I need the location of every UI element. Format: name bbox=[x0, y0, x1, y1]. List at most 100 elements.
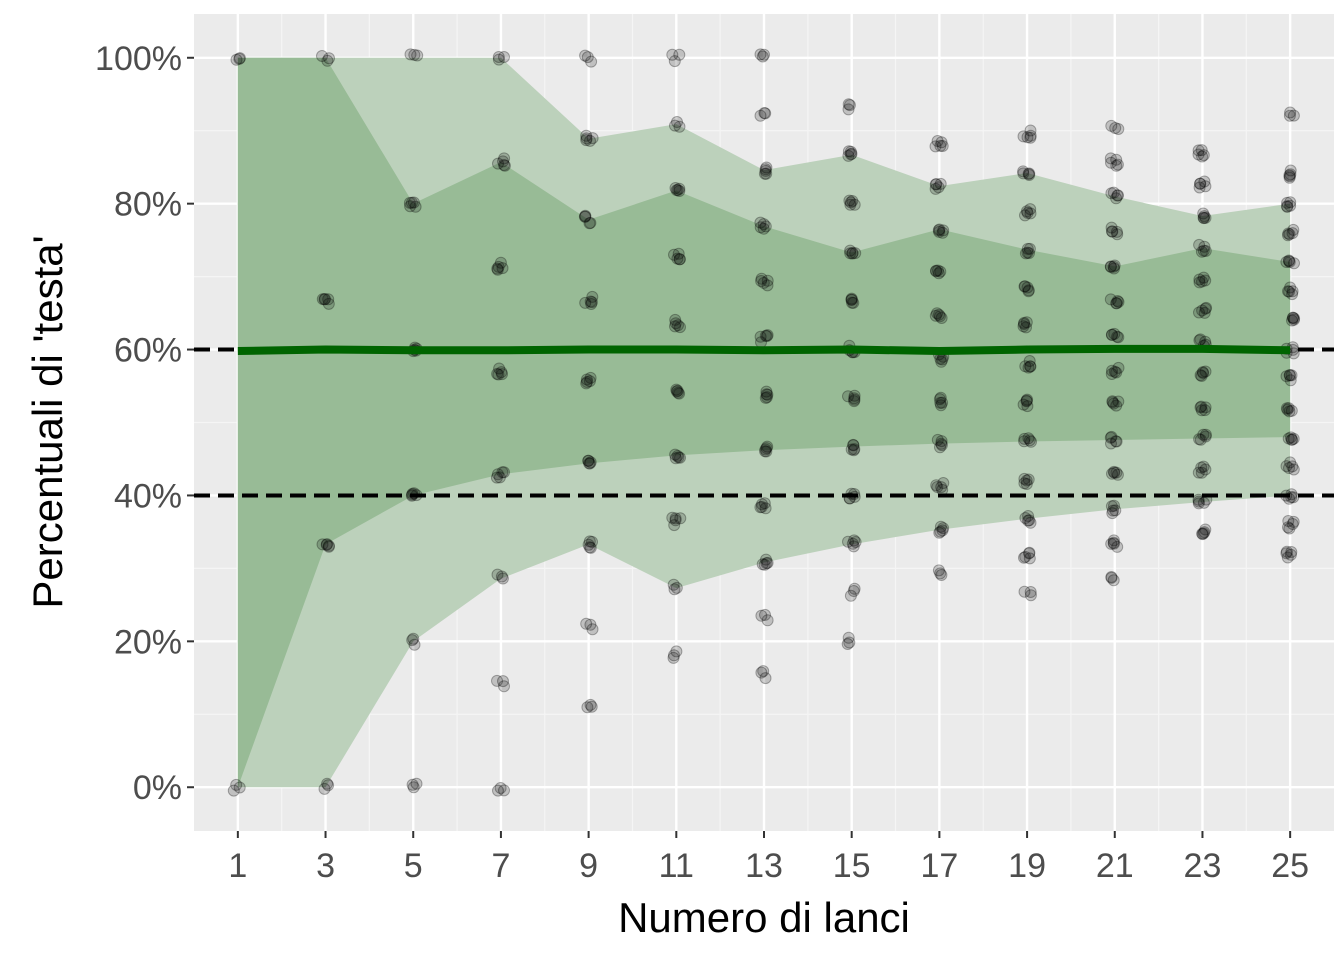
data-point bbox=[669, 119, 681, 132]
data-point bbox=[1023, 547, 1036, 560]
data-point bbox=[932, 181, 945, 194]
y-tick-label: 0% bbox=[133, 769, 182, 807]
data-point bbox=[844, 244, 857, 257]
data-point bbox=[322, 539, 335, 552]
data-point bbox=[1024, 203, 1037, 216]
data-point bbox=[584, 698, 597, 711]
data-point bbox=[321, 54, 334, 67]
data-point bbox=[318, 293, 331, 306]
data-point bbox=[847, 540, 860, 553]
data-point bbox=[1282, 227, 1295, 240]
data-point bbox=[1283, 256, 1296, 268]
data-point bbox=[585, 700, 598, 713]
data-point bbox=[1195, 461, 1208, 474]
data-point bbox=[494, 256, 507, 269]
x-tick-label: 21 bbox=[1096, 847, 1134, 885]
data-point bbox=[583, 457, 596, 470]
data-point bbox=[1022, 284, 1035, 297]
data-point bbox=[934, 396, 947, 409]
data-point bbox=[1105, 571, 1118, 584]
data-point bbox=[1024, 586, 1037, 598]
data-point bbox=[1283, 522, 1296, 535]
data-point bbox=[230, 778, 243, 791]
data-point bbox=[1022, 167, 1035, 180]
data-point bbox=[1022, 361, 1035, 374]
data-point bbox=[672, 451, 685, 464]
data-point bbox=[1284, 168, 1297, 181]
data-point bbox=[759, 392, 772, 404]
data-point bbox=[1193, 273, 1206, 286]
data-point bbox=[498, 784, 510, 797]
data-point bbox=[1288, 312, 1301, 325]
data-point bbox=[1193, 433, 1206, 446]
data-point bbox=[848, 534, 861, 547]
data-point bbox=[936, 524, 949, 537]
data-point bbox=[1112, 123, 1125, 135]
data-point bbox=[1285, 433, 1298, 446]
data-point bbox=[491, 568, 504, 581]
data-point bbox=[1023, 247, 1035, 260]
data-point bbox=[1197, 460, 1210, 473]
data-point bbox=[671, 449, 684, 462]
data-point bbox=[498, 152, 511, 165]
data-point bbox=[1287, 109, 1300, 122]
data-point bbox=[1019, 247, 1032, 260]
data-point bbox=[1024, 207, 1037, 220]
x-axis: 1 3 5 7 9 11 13 15 17 19 21 23 25 bbox=[228, 831, 1309, 885]
data-point bbox=[584, 541, 597, 554]
data-point bbox=[1285, 546, 1298, 558]
data-point bbox=[233, 52, 246, 65]
data-point bbox=[935, 312, 948, 324]
data-point bbox=[1022, 285, 1035, 298]
data-point bbox=[849, 536, 862, 548]
data-point bbox=[1196, 366, 1209, 379]
data-point bbox=[1283, 228, 1296, 241]
data-point bbox=[1110, 159, 1123, 172]
data-point bbox=[1024, 360, 1037, 373]
data-point bbox=[406, 634, 419, 647]
data-point bbox=[1193, 276, 1206, 289]
data-point bbox=[1112, 189, 1124, 202]
data-point bbox=[846, 195, 859, 207]
data-point bbox=[411, 49, 424, 62]
data-point bbox=[491, 674, 503, 687]
data-point bbox=[493, 362, 506, 375]
data-point bbox=[937, 522, 950, 535]
data-point bbox=[671, 384, 684, 397]
data-point bbox=[491, 263, 504, 276]
data-point bbox=[842, 631, 855, 644]
data-point bbox=[1282, 521, 1294, 534]
data-point bbox=[1107, 537, 1120, 550]
data-point bbox=[1105, 537, 1118, 550]
data-point bbox=[1282, 254, 1295, 267]
data-point bbox=[1112, 296, 1125, 308]
data-point bbox=[673, 253, 686, 266]
data-point bbox=[1023, 355, 1036, 367]
x-tick-label: 5 bbox=[404, 847, 423, 885]
data-point bbox=[1111, 158, 1124, 171]
data-point bbox=[1020, 205, 1033, 218]
data-point bbox=[759, 608, 771, 621]
data-point bbox=[760, 442, 773, 455]
data-point bbox=[848, 389, 861, 402]
data-point bbox=[1199, 180, 1212, 193]
data-point bbox=[1110, 297, 1123, 310]
data-point bbox=[1284, 431, 1297, 444]
data-point bbox=[1281, 551, 1294, 564]
data-point bbox=[760, 388, 773, 401]
data-point bbox=[758, 167, 771, 180]
data-point bbox=[761, 388, 774, 401]
data-point bbox=[757, 276, 770, 289]
data-point bbox=[1284, 374, 1297, 387]
data-point bbox=[842, 103, 855, 116]
data-point bbox=[1018, 316, 1031, 329]
data-point bbox=[1195, 404, 1208, 417]
data-point bbox=[1199, 463, 1212, 476]
data-point bbox=[1025, 435, 1037, 448]
x-tick-label: 9 bbox=[579, 847, 598, 885]
data-point bbox=[321, 777, 334, 790]
data-point bbox=[1104, 431, 1117, 444]
data-point bbox=[671, 116, 683, 128]
data-point bbox=[581, 376, 593, 388]
data-point bbox=[759, 672, 772, 685]
